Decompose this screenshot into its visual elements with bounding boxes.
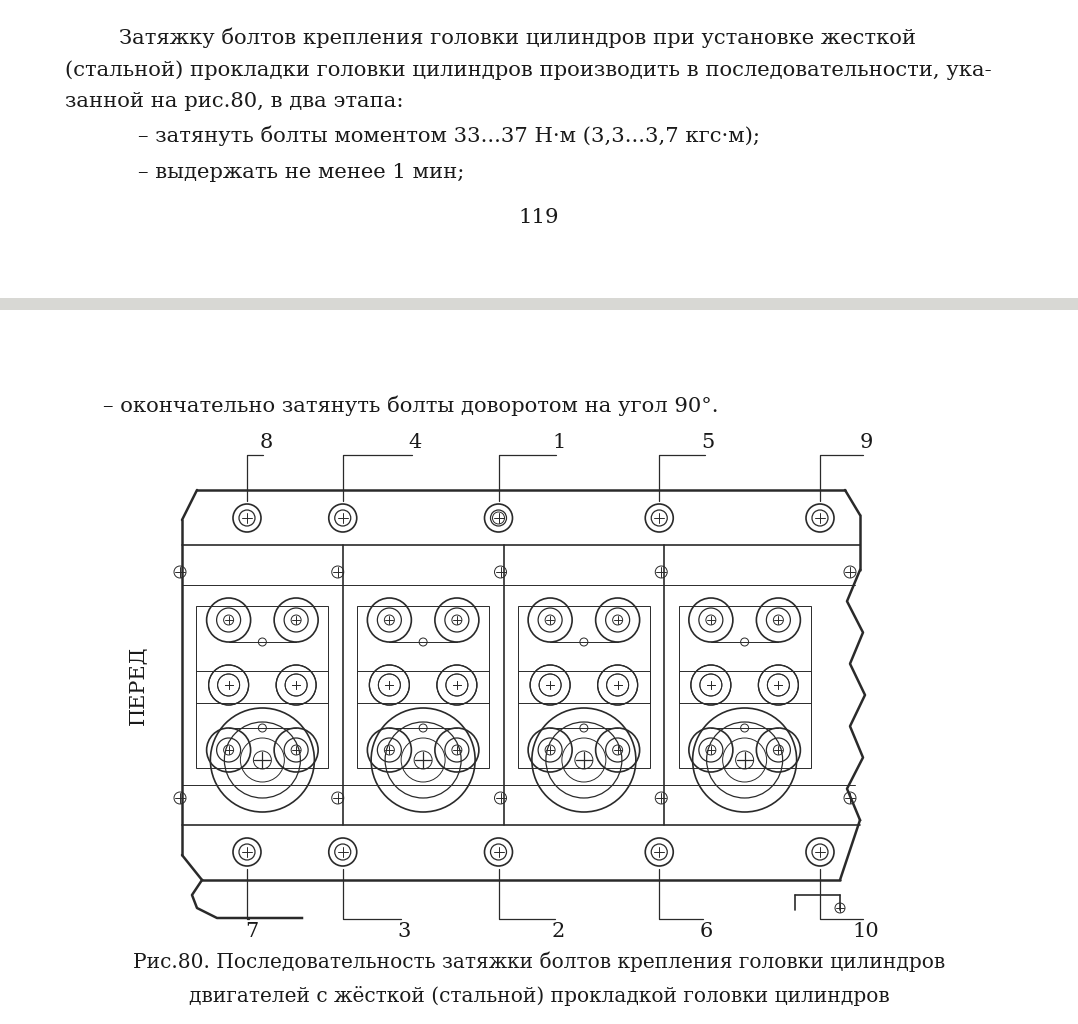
Bar — [679, 671, 811, 768]
Text: 8: 8 — [260, 433, 273, 452]
Text: 5: 5 — [702, 433, 715, 452]
Text: 9: 9 — [859, 433, 873, 452]
Text: 2: 2 — [551, 922, 565, 941]
Text: Рис.80. Последовательность затяжки болтов крепления головки цилиндров: Рис.80. Последовательность затяжки болто… — [133, 952, 945, 973]
Text: 3: 3 — [398, 922, 411, 941]
Text: 7: 7 — [246, 922, 259, 941]
Text: занной на рис.80, в два этапа:: занной на рис.80, в два этапа: — [65, 92, 403, 111]
Text: 10: 10 — [853, 922, 880, 941]
Bar — [357, 671, 489, 768]
Text: 119: 119 — [519, 208, 559, 227]
Text: 4: 4 — [409, 433, 421, 452]
Bar — [196, 671, 329, 768]
Bar — [517, 606, 650, 703]
Text: – окончательно затянуть болты доворотом на угол 90°.: – окончательно затянуть болты доворотом … — [103, 395, 719, 416]
Bar — [517, 671, 650, 768]
Text: ПЕРЕД: ПЕРЕД — [128, 645, 148, 725]
Text: двигателей с жёсткой (стальной) прокладкой головки цилиндров: двигателей с жёсткой (стальной) прокладк… — [189, 986, 889, 1006]
Bar — [357, 606, 489, 703]
Text: 1: 1 — [552, 433, 566, 452]
Bar — [679, 606, 811, 703]
Text: (стальной) прокладки головки цилиндров производить в последовательности, ука-: (стальной) прокладки головки цилиндров п… — [65, 60, 992, 80]
Text: Затяжку болтов крепления головки цилиндров при установке жесткой: Затяжку болтов крепления головки цилиндр… — [65, 28, 916, 48]
Text: – затянуть болты моментом 33...37 Н·м (3,3...3,7 кгс·м);: – затянуть болты моментом 33...37 Н·м (3… — [138, 125, 760, 145]
Bar — [0, 298, 1078, 310]
Bar — [196, 606, 329, 703]
Text: – выдержать не менее 1 мин;: – выдержать не менее 1 мин; — [138, 163, 465, 182]
Text: 6: 6 — [700, 922, 713, 941]
